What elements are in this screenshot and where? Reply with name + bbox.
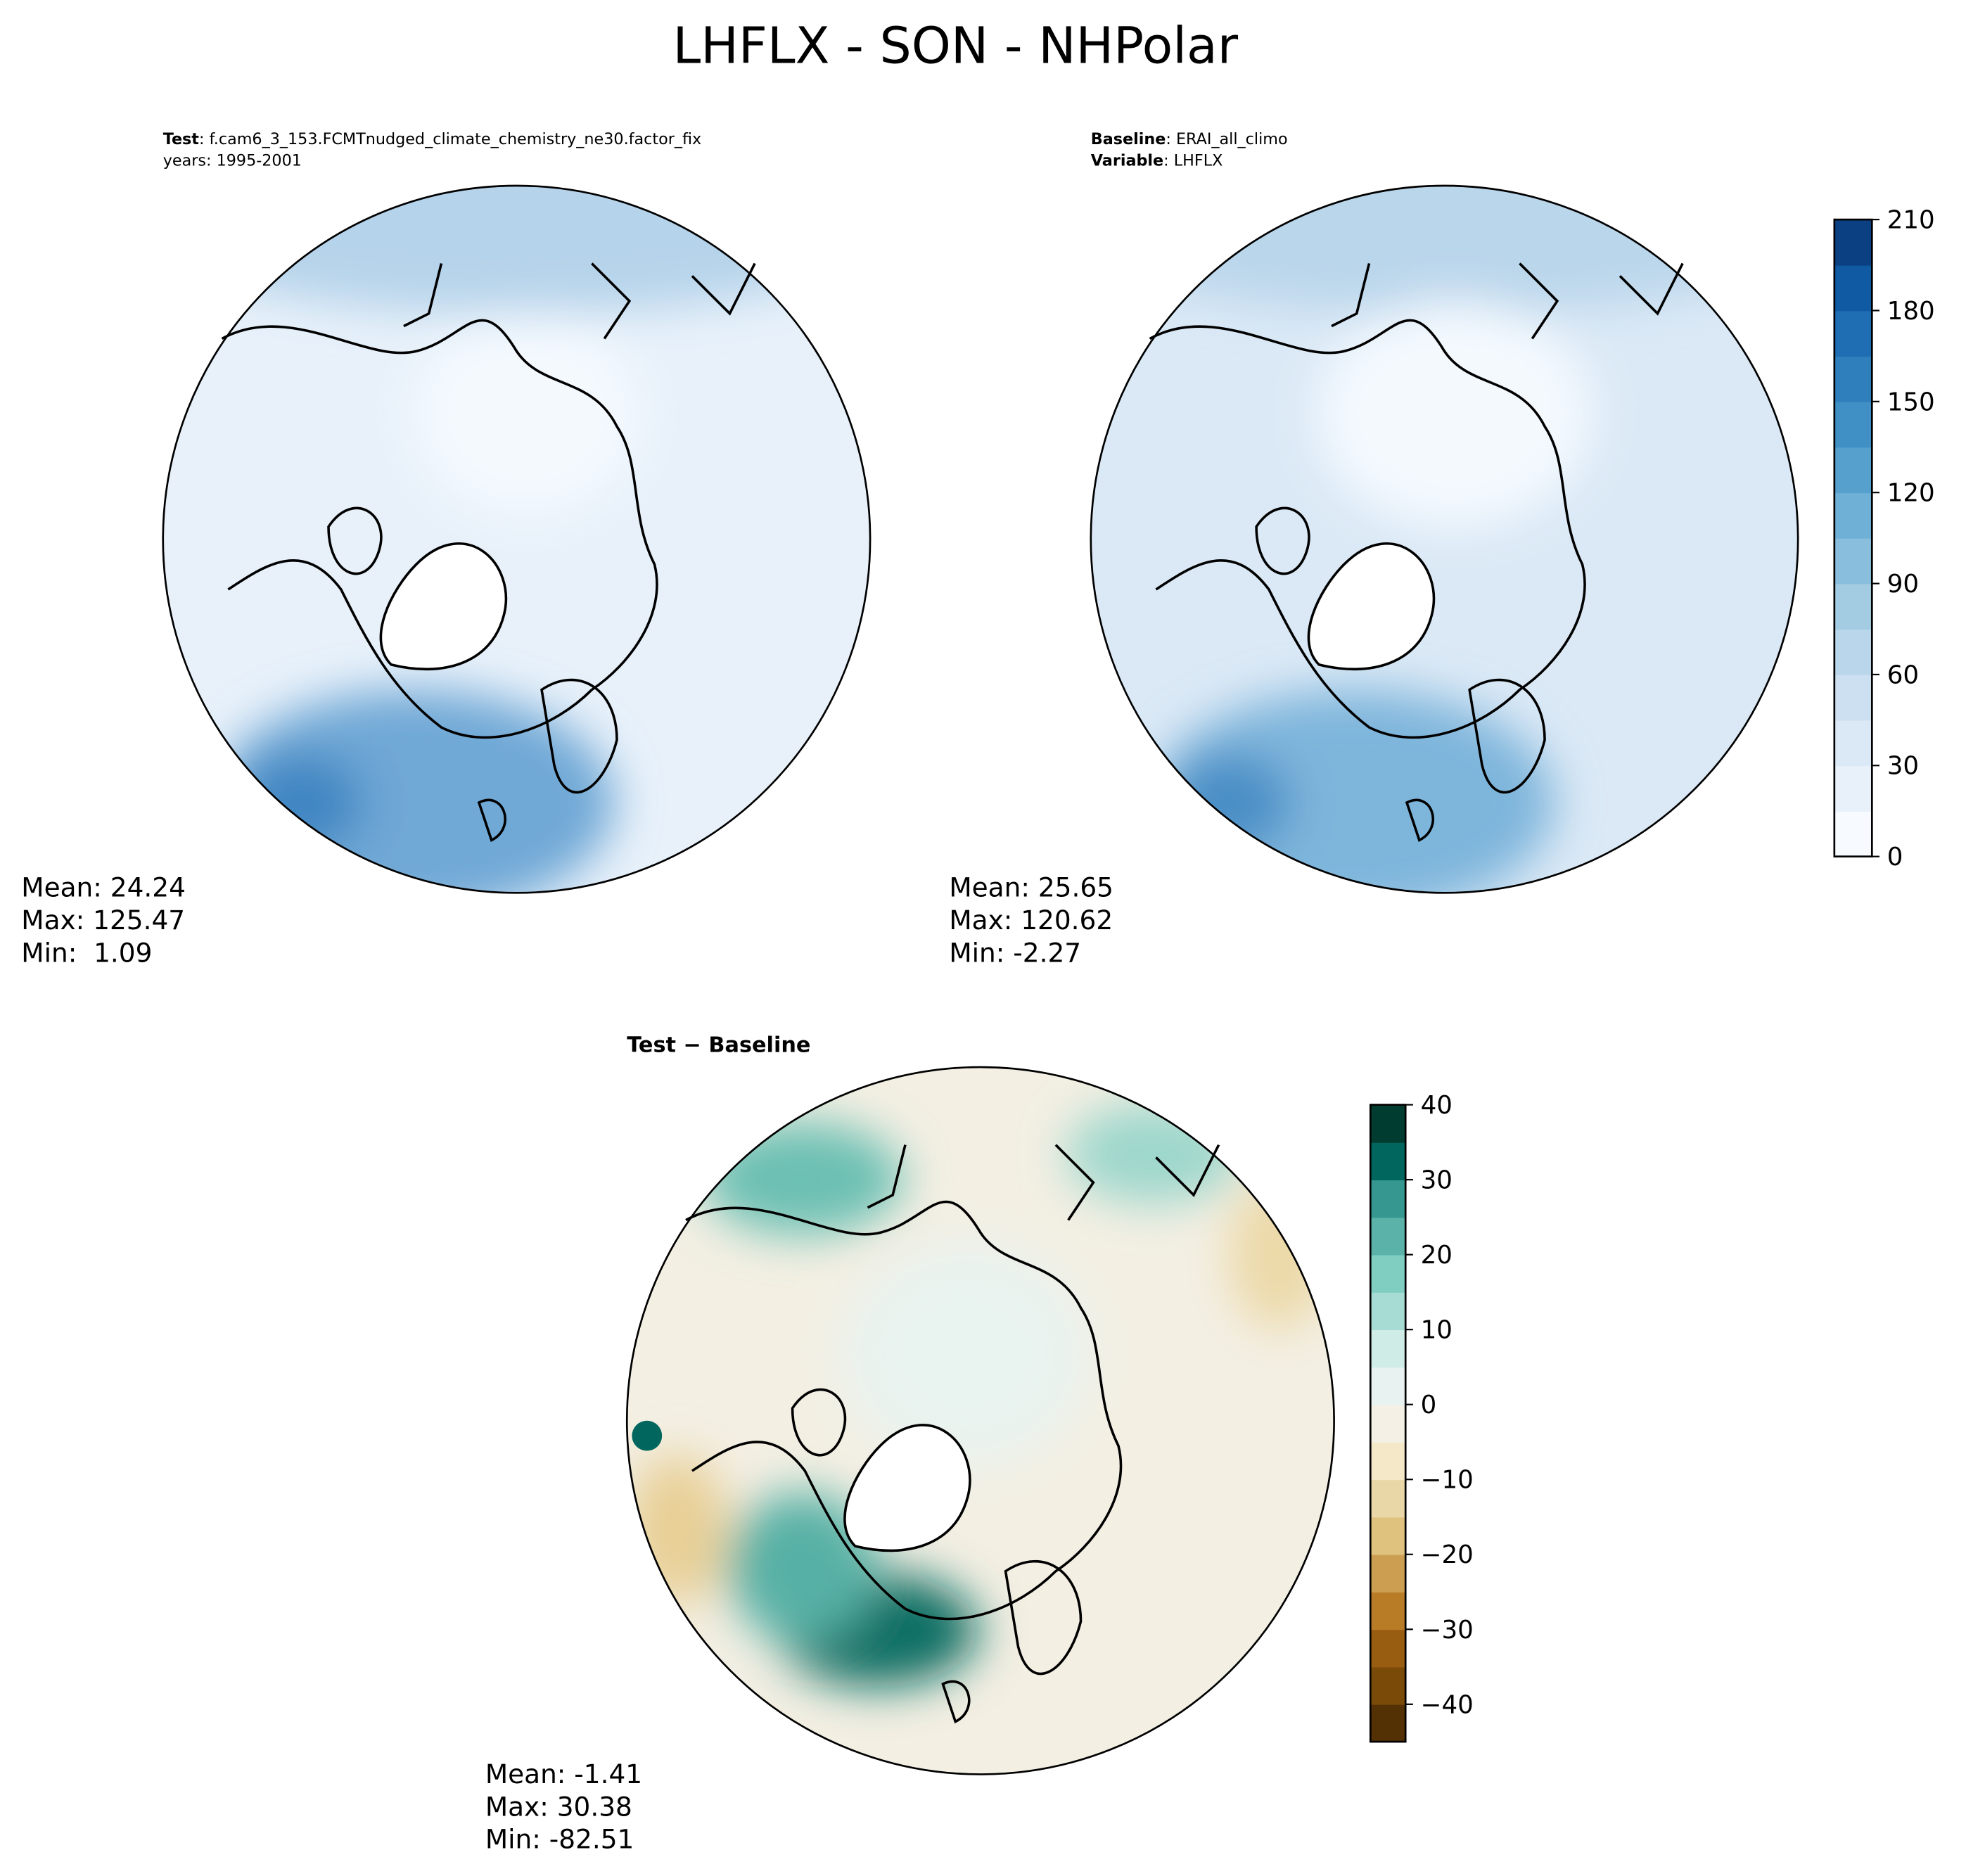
map-difference [625, 1066, 1335, 1775]
stat-line: Max: 30.38 [485, 1791, 632, 1822]
colorbar-band [1370, 1142, 1406, 1180]
colorbar-band [1834, 219, 1872, 266]
colorbar-tick-label: 180 [1887, 297, 1935, 326]
colorbar-tick-label: 40 [1421, 1091, 1453, 1120]
stat-line: Min: -82.51 [485, 1824, 634, 1855]
colorbar-band [1370, 1479, 1406, 1518]
colorbar-band [1834, 537, 1872, 585]
stat-line: Max: 125.47 [21, 905, 185, 936]
colorbar-band [1370, 1517, 1406, 1555]
colorbar-tick-label: 30 [1887, 752, 1919, 781]
colorbar-band [1370, 1291, 1406, 1331]
figure-title: LHFLX - SON - NHPolar [673, 16, 1239, 75]
colorbar-band [1370, 1404, 1406, 1443]
colorbar-band [1834, 583, 1872, 630]
colorbar-tick-label: 150 [1887, 388, 1935, 416]
colorbar-frame [1833, 218, 1873, 857]
colorbar-band [1370, 1180, 1406, 1218]
colorbar-band [1834, 674, 1872, 721]
stat-line: Max: 120.62 [949, 905, 1113, 936]
header-value: : ERAI_all_climo [1166, 130, 1287, 148]
colorbar-band [1834, 810, 1872, 857]
colorbar-tick-label: 120 [1887, 479, 1935, 508]
header-key: Test [163, 130, 200, 148]
map-test [162, 184, 872, 894]
colorbar-band [1834, 310, 1872, 357]
header-key: Variable [1091, 151, 1163, 170]
panel-subheader: years: 1995-2001 [163, 151, 302, 170]
colorbar-band [1370, 1367, 1406, 1405]
colorbar-band [1834, 765, 1872, 812]
header-key: Baseline [1091, 130, 1166, 148]
colorbar-band [1370, 1704, 1406, 1742]
colorbar-band [1834, 264, 1872, 312]
colorbar-tick-label: 0 [1887, 843, 1903, 872]
colorbar-tick-label: 0 [1421, 1391, 1437, 1419]
colorbar-tick-label: 210 [1887, 206, 1935, 235]
header-value: : f.cam6_3_153.FCMTnudged_climate_chemis… [199, 130, 701, 148]
panel-header: Test − Baseline [627, 1033, 810, 1058]
colorbar-band [1370, 1554, 1406, 1593]
panel-header: Test: f.cam6_3_153.FCMTnudged_climate_ch… [163, 130, 702, 148]
colorbar-band [1834, 447, 1872, 494]
panel-subheader: Variable: LHFLX [1091, 151, 1223, 170]
colorbar-tick-label: −20 [1421, 1540, 1474, 1569]
colorbar-tick-label: −10 [1421, 1466, 1474, 1495]
stat-line: Min: 1.09 [21, 937, 152, 968]
colorbar-band [1370, 1217, 1406, 1256]
colorbar-band [1834, 401, 1872, 448]
map-baseline [1090, 184, 1799, 894]
colorbar-tick-label: 90 [1887, 570, 1919, 599]
colorbar-band [1370, 1441, 1406, 1481]
stat-line: Mean: -1.41 [485, 1759, 642, 1789]
colorbar-band [1834, 720, 1872, 767]
colorbar-band [1370, 1104, 1406, 1143]
panel-header: Baseline: ERAI_all_climo [1091, 130, 1288, 148]
colorbar-band [1370, 1666, 1406, 1705]
colorbar-tick-label: 30 [1421, 1166, 1453, 1195]
colorbar-band [1370, 1592, 1406, 1631]
colorbar-tick-label: −40 [1421, 1690, 1474, 1719]
stat-line: Min: -2.27 [949, 937, 1081, 968]
colorbar-band [1370, 1254, 1406, 1293]
colorbar-tick-label: −30 [1421, 1616, 1474, 1645]
colorbar-band [1834, 356, 1872, 402]
colorbar-band [1834, 629, 1872, 675]
colorbar-band [1370, 1329, 1406, 1368]
colorbar-tick-label: 10 [1421, 1316, 1453, 1345]
colorbar-band [1834, 492, 1872, 539]
colorbar-tick-label: 60 [1887, 661, 1919, 689]
colorbar-frame [1369, 1104, 1407, 1743]
stat-line: Mean: 25.65 [949, 872, 1113, 903]
colorbar-band [1370, 1629, 1406, 1668]
stat-line: Mean: 24.24 [21, 872, 186, 903]
header-value: : LHFLX [1163, 151, 1223, 170]
colorbar-tick-label: 20 [1421, 1241, 1453, 1270]
